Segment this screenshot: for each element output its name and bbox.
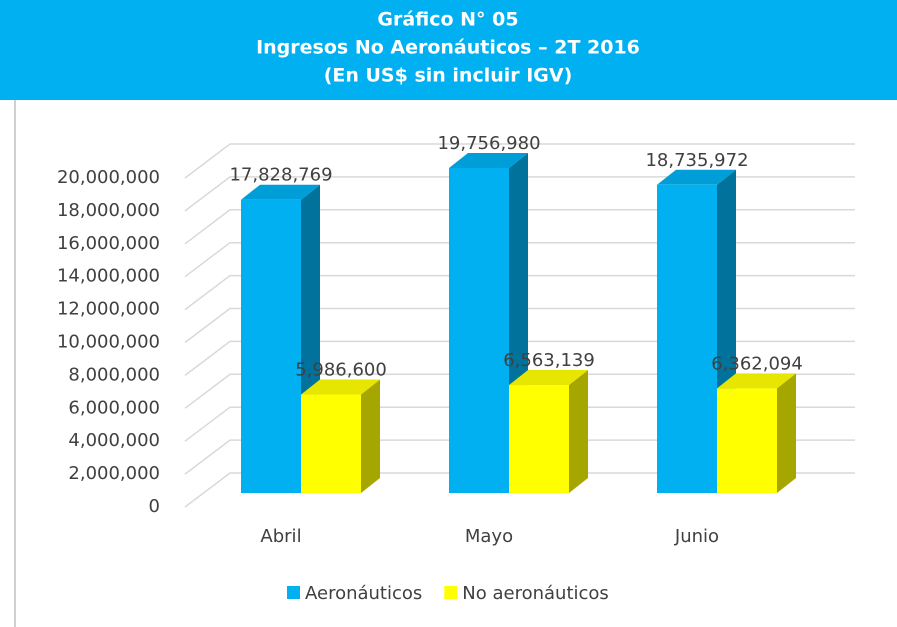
grid-line bbox=[184, 340, 855, 376]
y-tick-label: 12,000,000 bbox=[57, 299, 160, 320]
grid-line bbox=[184, 406, 855, 442]
bar bbox=[241, 199, 301, 494]
bar-top bbox=[301, 379, 380, 395]
grid-line bbox=[184, 241, 855, 278]
value-label: 5,986,600 bbox=[295, 360, 387, 381]
chart-title: Ingresos No Aeronáuticos – 2T 2016 bbox=[256, 37, 640, 59]
grid-line bbox=[184, 209, 855, 245]
bar-top bbox=[509, 370, 588, 386]
value-label: 6,563,139 bbox=[503, 350, 595, 371]
x-tick-label: Mayo bbox=[465, 526, 513, 547]
y-tick-label: 18,000,000 bbox=[57, 200, 160, 221]
y-tick-label: 0 bbox=[149, 496, 160, 517]
y-tick-label: 2,000,000 bbox=[68, 463, 160, 484]
y-tick-label: 16,000,000 bbox=[57, 233, 160, 254]
bar bbox=[717, 388, 777, 493]
bar-top bbox=[449, 152, 528, 168]
grid-line bbox=[184, 472, 855, 508]
grid-line bbox=[184, 176, 855, 212]
bar bbox=[509, 385, 569, 493]
bar-top bbox=[717, 373, 796, 389]
legend-swatch bbox=[444, 586, 458, 599]
grid-line bbox=[184, 274, 855, 311]
y-tick-label: 6,000,000 bbox=[68, 397, 160, 418]
grid-line bbox=[184, 143, 855, 179]
y-tick-label: 10,000,000 bbox=[57, 332, 160, 353]
bar bbox=[301, 394, 361, 493]
bar-top bbox=[657, 169, 736, 185]
legend-swatch bbox=[287, 586, 300, 599]
bar bbox=[449, 167, 509, 493]
bar-top bbox=[241, 184, 320, 200]
y-tick-label: 20,000,000 bbox=[57, 167, 160, 188]
bar-side bbox=[569, 370, 588, 493]
value-label: 18,735,972 bbox=[645, 150, 748, 171]
chart-title: (En US$ sin incluir IGV) bbox=[324, 65, 573, 87]
bar bbox=[657, 184, 717, 493]
grid-line bbox=[184, 307, 855, 344]
legend-label: Aeronáuticos bbox=[305, 583, 422, 604]
legend-label: No aeronáuticos bbox=[462, 583, 609, 604]
chart-title: Gráfico N° 05 bbox=[377, 9, 518, 31]
value-label: 17,828,769 bbox=[229, 165, 332, 186]
grid-line bbox=[184, 439, 855, 475]
y-tick-label: 14,000,000 bbox=[57, 266, 160, 287]
y-tick-label: 4,000,000 bbox=[68, 430, 160, 451]
value-label: 6,362,094 bbox=[711, 353, 803, 374]
title-banner bbox=[0, 0, 897, 100]
bar-side bbox=[777, 373, 796, 493]
x-tick-label: Junio bbox=[674, 526, 719, 547]
y-tick-label: 8,000,000 bbox=[68, 364, 160, 385]
grid-line bbox=[184, 373, 855, 409]
value-label: 19,756,980 bbox=[437, 133, 540, 154]
bar-side bbox=[361, 379, 380, 493]
x-tick-label: Abril bbox=[260, 526, 301, 547]
